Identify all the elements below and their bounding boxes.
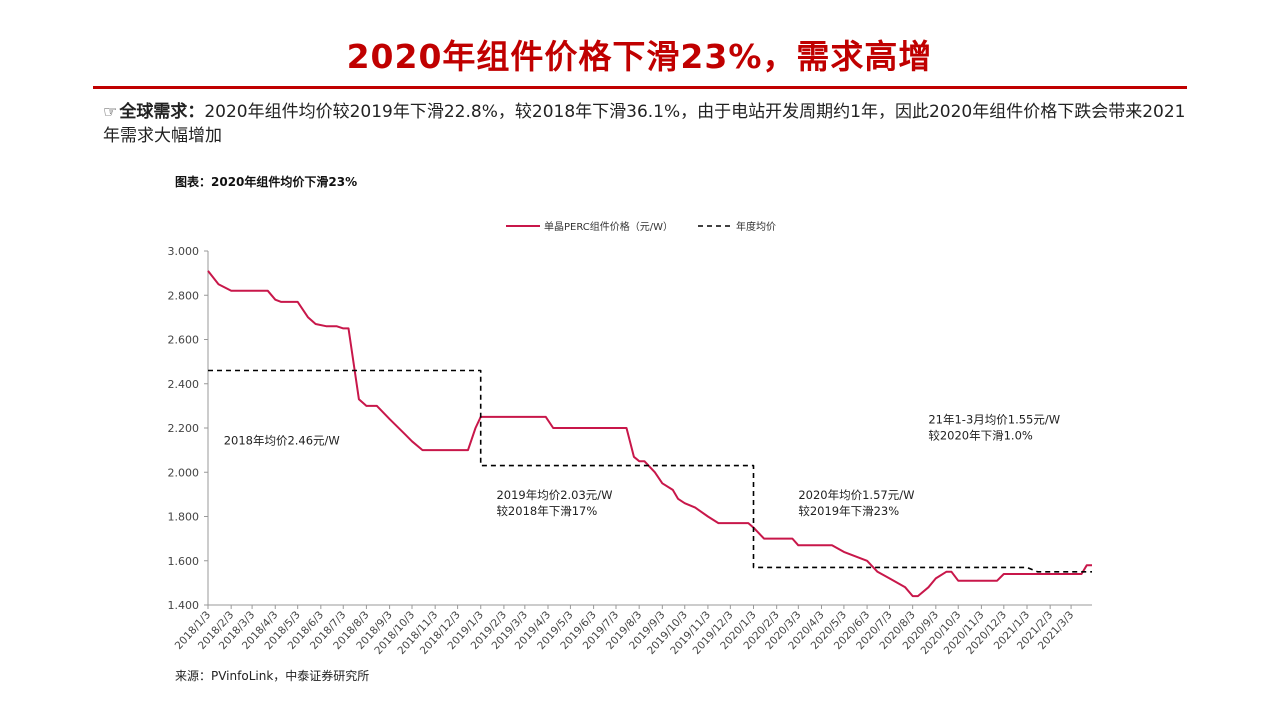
y-tick-label: 2.400 <box>168 378 200 391</box>
chart-caption: 图表：2020年组件均价下滑23% <box>175 175 358 189</box>
y-tick-label: 1.800 <box>168 511 200 524</box>
chart-annotation: 21年1-3月均价1.55元/W 较2020年下滑1.0% <box>928 413 1060 443</box>
y-tick-label: 2.800 <box>168 289 200 302</box>
chart-axes: 1.400 1.600 1.800 2.000 2.200 2.400 2.600 2.800… <box>168 245 1092 657</box>
y-tick-label: 1.400 <box>168 599 200 612</box>
chart-annotation-line: 2018年均价2.46元/W <box>224 433 340 447</box>
chart-series <box>207 270 1092 598</box>
chart-annotation: 2020年均价1.57元/W 较2019年下滑23% <box>798 488 914 518</box>
chart-annotation-line: 2019年均价2.03元/W <box>496 488 612 502</box>
source-note: 来源：PVinfoLink，中泰证券研究所 <box>175 669 370 683</box>
slide-title: 2020年组件价格下滑23%，需求高增 <box>346 37 933 76</box>
title-divider <box>93 86 1187 89</box>
y-tick-label: 2.200 <box>168 422 200 435</box>
chart-annotation-line: 21年1-3月均价1.55元/W <box>928 413 1060 427</box>
bullet-lead: 全球需求： <box>119 102 205 122</box>
bullet-text: 2020年组件均价较2019年下滑22.8%，较2018年下滑36.1%，由于电… <box>103 102 1186 146</box>
chart-annotation-line: 较2018年下滑17% <box>496 504 597 518</box>
legend-label: 单晶PERC组件价格（元/W） <box>544 220 673 233</box>
y-tick-label: 3.000 <box>168 245 200 258</box>
chart-legend: 单晶PERC组件价格（元/W） 年度均价 <box>506 220 776 233</box>
y-tick-label: 2.600 <box>168 334 200 347</box>
y-tick-label: 2.000 <box>168 466 200 479</box>
chart-annotation-line: 2020年均价1.57元/W <box>798 488 914 502</box>
chart-annotation: 2018年均价2.46元/W <box>224 433 340 447</box>
series-line-annual-average <box>208 369 1092 573</box>
chart-annotation: 2019年均价2.03元/W 较2018年下滑17% <box>496 488 612 518</box>
y-tick-label: 1.600 <box>168 555 200 568</box>
bullet-paragraph: ☞ 全球需求：2020年组件均价较2019年下滑22.8%，较2018年下滑36.… <box>103 100 1193 148</box>
pointing-hand-icon: ☞ <box>103 102 118 121</box>
chart-annotation-line: 较2020年下滑1.0% <box>928 429 1033 443</box>
legend-label: 年度均价 <box>736 220 776 233</box>
chart-annotation-line: 较2019年下滑23% <box>798 504 899 518</box>
series-line-perc-price <box>207 270 1092 598</box>
